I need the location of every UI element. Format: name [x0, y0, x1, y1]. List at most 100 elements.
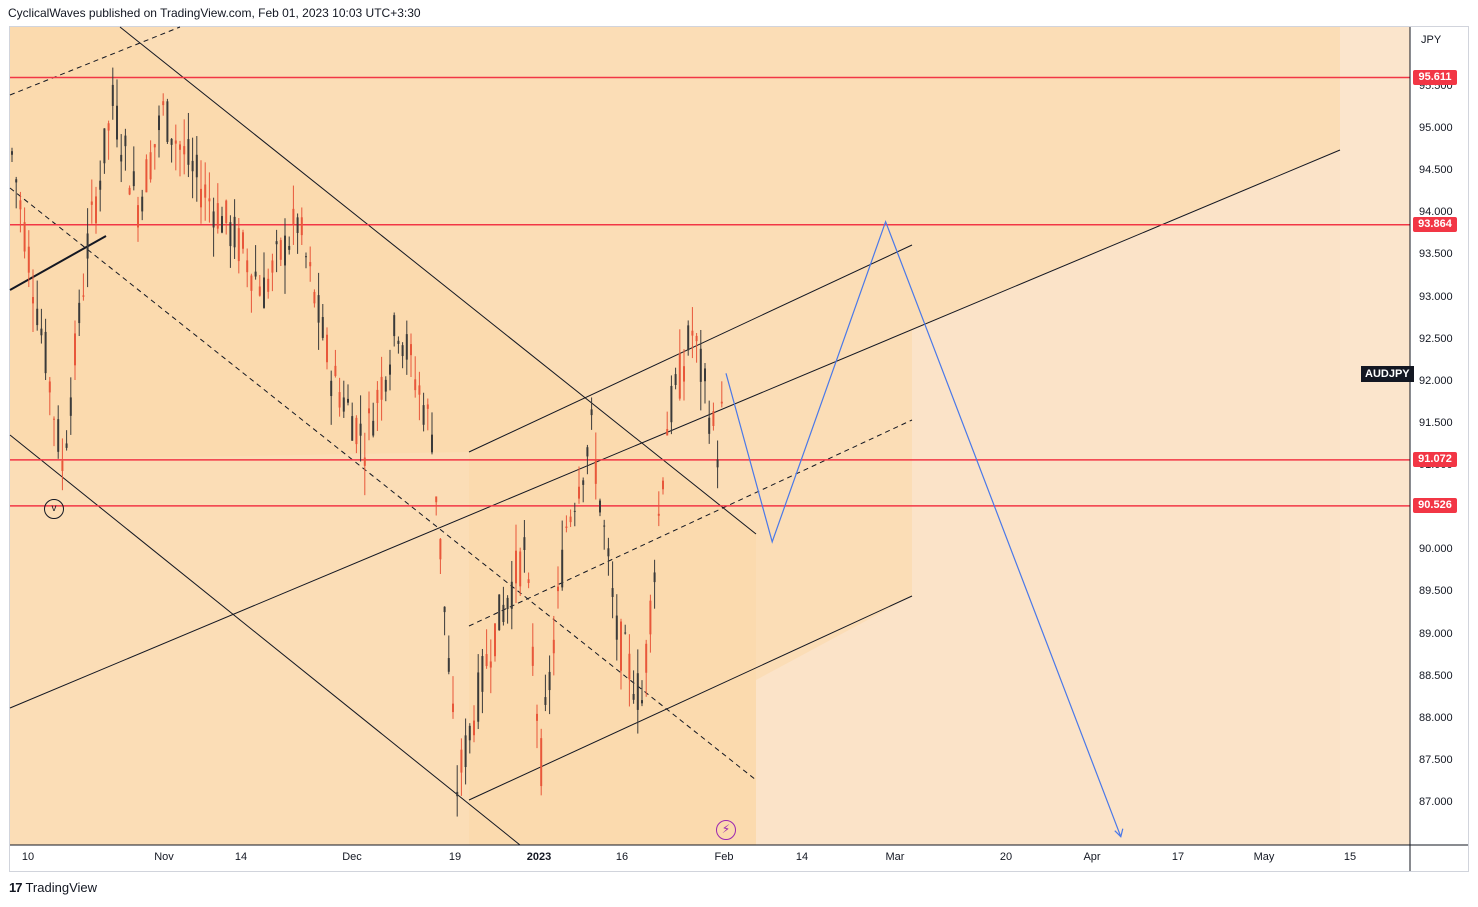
lightning-icon[interactable]: ⚡: [716, 820, 736, 840]
price-tick: 87.500: [1419, 753, 1453, 766]
time-tick: Mar: [885, 851, 905, 863]
time-tick: 10: [21, 851, 35, 863]
candle-body: [212, 211, 215, 228]
candle-body: [124, 135, 127, 147]
candle-body: [284, 235, 286, 266]
time-tick: Nov: [154, 851, 174, 863]
candle-body: [678, 353, 681, 399]
candle-body: [519, 551, 522, 587]
candle-body: [69, 397, 72, 416]
candle-body: [162, 101, 165, 106]
candle-body: [23, 222, 26, 252]
candle-body: [607, 548, 610, 557]
candle-body: [233, 216, 236, 248]
candle-body: [418, 385, 421, 395]
candle-body: [414, 379, 417, 391]
candle-body: [36, 308, 39, 326]
candle-body: [208, 198, 211, 202]
candle-body: [586, 447, 589, 457]
projection-arrowhead: [1114, 828, 1124, 838]
candle-body: [195, 154, 198, 178]
time-tick: 17: [1171, 851, 1185, 863]
candle-body: [481, 656, 484, 692]
candle-body: [443, 606, 446, 613]
candle-body: [502, 604, 505, 622]
candle-body: [653, 572, 656, 583]
candle-body: [174, 140, 177, 144]
candle-body: [485, 654, 488, 667]
candle-body: [170, 138, 173, 145]
candle-body: [435, 496, 438, 503]
candle-body: [145, 159, 148, 193]
candle-body: [376, 389, 379, 404]
candle-body: [342, 397, 345, 412]
candle-body: [99, 180, 102, 190]
candle-body: [720, 401, 723, 404]
candle-body: [380, 376, 383, 400]
chart-frame[interactable]: [9, 26, 1469, 872]
candle-body: [557, 586, 559, 592]
projection-path: [725, 219, 1122, 837]
currency-label: JPY: [1421, 34, 1442, 46]
price-tick: 88.500: [1419, 669, 1453, 682]
footer-brand-label: TradingView: [25, 880, 98, 895]
time-tick: Dec: [342, 851, 362, 863]
channel-top-dashed: [9, 26, 181, 96]
channel-mid-dashed: [9, 187, 757, 781]
time-tick: 14: [234, 851, 248, 863]
candle-body: [32, 297, 34, 304]
candle-body: [670, 385, 673, 423]
candle-body: [351, 416, 354, 441]
price-tick: 91.500: [1419, 416, 1453, 429]
small-trendline: [9, 235, 107, 291]
candle-body: [561, 549, 564, 588]
candle-body: [326, 334, 328, 363]
time-tick: 19: [448, 851, 462, 863]
candle-body: [90, 201, 93, 205]
candle-body: [44, 331, 47, 374]
candle-body: [712, 411, 715, 426]
candle-body: [216, 203, 219, 229]
time-tick: Feb: [714, 851, 734, 863]
candle-body: [691, 330, 694, 336]
candle-body: [242, 232, 244, 249]
candle-body: [460, 749, 463, 773]
candle-body: [330, 380, 333, 397]
candle-body: [611, 588, 614, 597]
rising-channel-upper: [468, 244, 913, 453]
candle-body: [296, 217, 299, 233]
candle-body: [683, 366, 685, 382]
price-tick: 93.000: [1419, 290, 1453, 303]
candle-body: [309, 262, 312, 267]
candle-body: [573, 510, 576, 512]
candle-body: [107, 123, 110, 131]
candle-body: [498, 594, 501, 631]
candle-body: [132, 171, 135, 187]
candle-body: [565, 526, 568, 528]
candle-body: [61, 460, 64, 471]
footer-brand[interactable]: 17 TradingView: [9, 880, 97, 895]
price-tick: 94.000: [1419, 206, 1453, 219]
tradingview-logo-icon: 17: [9, 880, 23, 895]
candle-body: [27, 246, 30, 273]
candle-body: [15, 179, 18, 183]
candle-body: [11, 151, 13, 155]
candle-body: [544, 697, 547, 705]
candle-body: [246, 260, 249, 273]
price-tick: 89.500: [1419, 585, 1453, 598]
candle-body: [615, 615, 618, 640]
candle-body: [191, 160, 194, 172]
candle-body: [636, 673, 639, 710]
candle-body: [237, 228, 240, 262]
candle-body: [523, 537, 526, 550]
candle-body: [78, 302, 81, 324]
candle-body: [372, 420, 375, 436]
candle-body: [334, 365, 337, 376]
candle-body: [473, 720, 475, 736]
candle-body: [48, 381, 51, 393]
candle-body: [183, 146, 186, 155]
candle-body: [531, 646, 534, 666]
candle-body: [53, 418, 55, 420]
price-tick: 87.000: [1419, 796, 1453, 808]
